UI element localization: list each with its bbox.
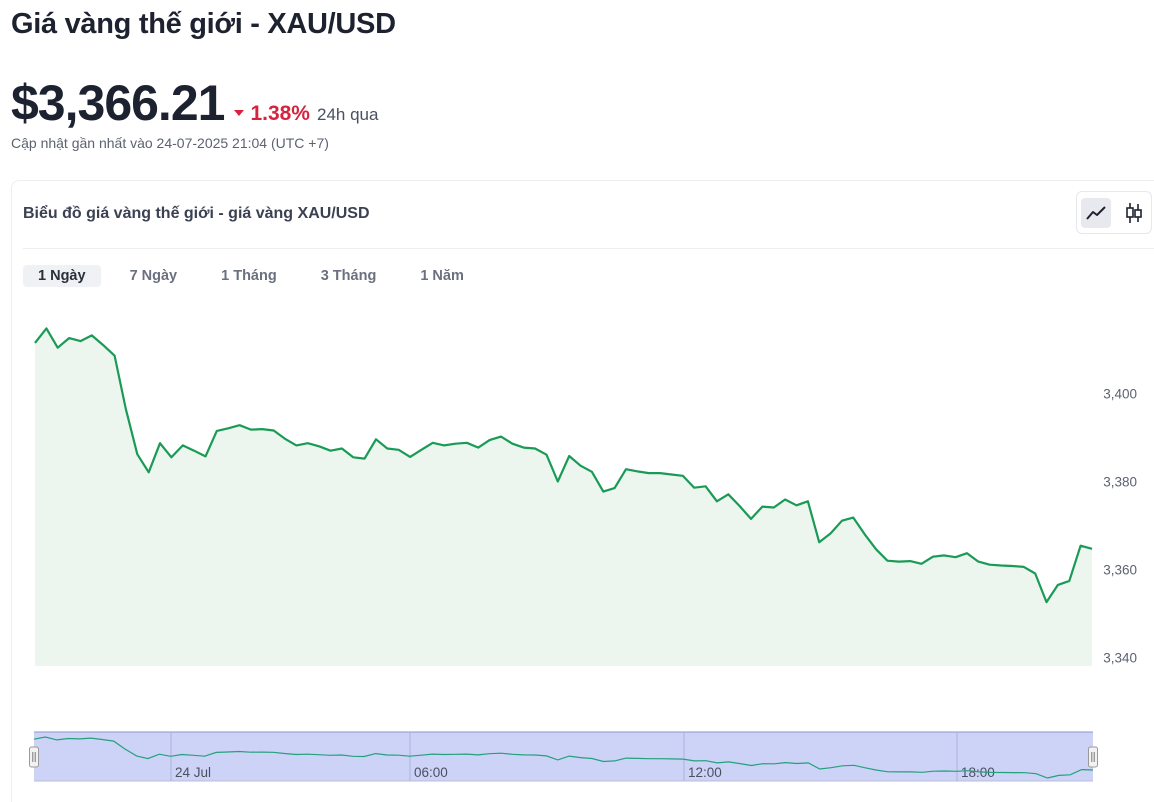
navigator-right-handle[interactable] <box>1088 746 1098 768</box>
tab-1-day[interactable]: 1 Ngày <box>23 265 101 287</box>
y-tick-label: 3,340 <box>1103 651 1137 666</box>
candlestick-icon <box>1126 202 1142 223</box>
range-tabs: 1 Ngày 7 Ngày 1 Tháng 3 Tháng 1 Năm <box>23 265 493 287</box>
price-row: $3,366.21 1.38% 24h qua <box>11 74 378 132</box>
candlestick-button[interactable] <box>1119 198 1149 228</box>
chart-type-toggle <box>1076 191 1152 234</box>
y-tick-label: 3,400 <box>1103 387 1137 402</box>
navigator-tick-label: 18:00 <box>961 765 995 780</box>
arrow-down-icon <box>234 110 245 116</box>
tab-7-days[interactable]: 7 Ngày <box>129 268 178 284</box>
main-plot <box>34 327 1093 666</box>
navigator-tick-label: 12:00 <box>688 765 722 780</box>
tab-3-months[interactable]: 3 Tháng <box>320 268 377 284</box>
change-period: 24h qua <box>316 105 379 124</box>
y-tick-label: 3,380 <box>1103 475 1137 490</box>
chart-title: Biểu đồ giá vàng thế giới - giá vàng XAU… <box>23 205 370 222</box>
last-updated: Cập nhật gần nhất vào 24-07-2025 21:04 (… <box>11 135 329 151</box>
navigator-tick-label: 24 Jul <box>175 765 211 780</box>
y-tick-label: 3,360 <box>1103 563 1137 578</box>
y-axis: 3,400 3,380 3,360 3,340 <box>1103 387 1137 666</box>
navigator: 24 Jul 06:00 12:00 18:00 <box>29 731 1098 782</box>
line-chart-icon <box>1086 205 1106 220</box>
price-line <box>34 327 1093 604</box>
navigator-tick-label: 06:00 <box>414 765 448 780</box>
navigator-line <box>33 736 1094 779</box>
line-chart-button[interactable] <box>1081 197 1111 228</box>
page-title: Giá vàng thế giới - XAU/USD <box>11 8 396 40</box>
navigator-window <box>34 732 1093 781</box>
navigator-left-handle[interactable] <box>29 746 39 768</box>
current-price: $3,366.21 <box>11 75 225 131</box>
price-change: 1.38% 24h qua <box>234 102 378 126</box>
tab-1-year[interactable]: 1 Năm <box>420 268 464 284</box>
tab-1-month[interactable]: 1 Tháng <box>221 268 277 284</box>
change-percent: 1.38% <box>250 102 310 125</box>
card-divider <box>23 248 1154 249</box>
price-area <box>35 328 1092 666</box>
